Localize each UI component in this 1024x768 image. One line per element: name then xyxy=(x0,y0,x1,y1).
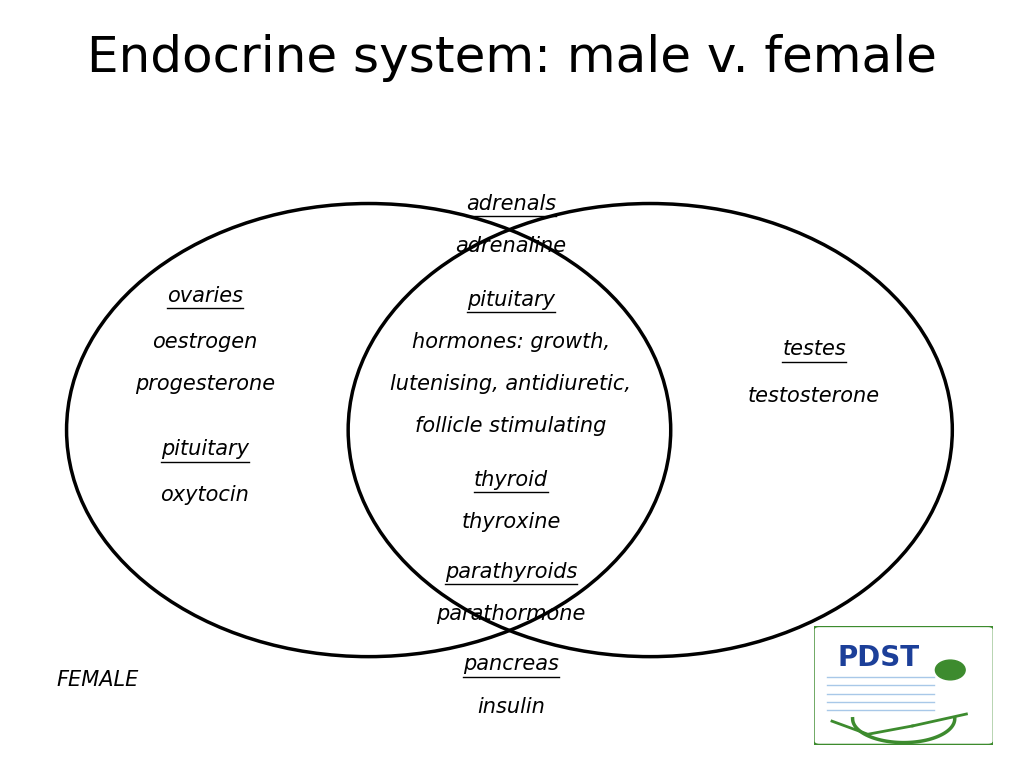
Text: testes: testes xyxy=(782,339,846,359)
Text: PDST: PDST xyxy=(838,644,920,672)
Text: FEMALE: FEMALE xyxy=(56,670,138,690)
Text: hormones: growth,: hormones: growth, xyxy=(412,332,610,352)
Text: Endocrine system: male v. female: Endocrine system: male v. female xyxy=(87,34,937,81)
Text: oxytocin: oxytocin xyxy=(161,485,249,505)
Text: insulin: insulin xyxy=(477,697,545,717)
Text: testosterone: testosterone xyxy=(748,386,881,406)
Text: pituitary: pituitary xyxy=(161,439,249,459)
Text: thyroxine: thyroxine xyxy=(461,512,561,532)
Text: pancreas: pancreas xyxy=(463,654,559,674)
Text: oestrogen: oestrogen xyxy=(153,332,257,352)
Text: follicle stimulating: follicle stimulating xyxy=(416,416,606,436)
Text: parathyroids: parathyroids xyxy=(444,562,578,582)
Text: pituitary: pituitary xyxy=(467,290,555,310)
Text: progesterone: progesterone xyxy=(135,374,274,394)
Text: MALE: MALE xyxy=(883,670,940,690)
FancyBboxPatch shape xyxy=(812,624,995,746)
Text: adrenals: adrenals xyxy=(466,194,556,214)
Text: parathormone: parathormone xyxy=(436,604,586,624)
Text: ovaries: ovaries xyxy=(167,286,243,306)
Text: adrenaline: adrenaline xyxy=(456,236,566,256)
Circle shape xyxy=(935,660,966,680)
Text: thyroid: thyroid xyxy=(474,470,548,490)
Text: lutenising, antidiuretic,: lutenising, antidiuretic, xyxy=(390,374,632,394)
